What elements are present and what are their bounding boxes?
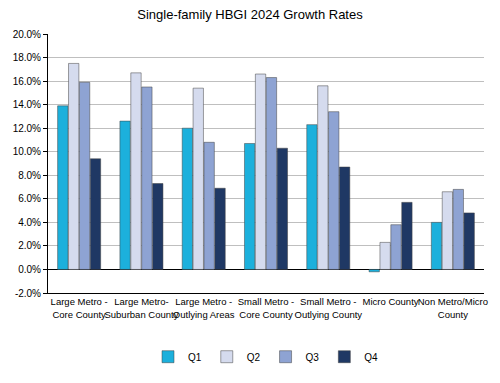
svg-text:Q1: Q1 (188, 352, 202, 363)
svg-text:10.0%: 10.0% (13, 146, 41, 157)
svg-text:Single-family HBGI 2024 Growth: Single-family HBGI 2024 Growth Rates (137, 7, 363, 22)
svg-text:14.0%: 14.0% (13, 99, 41, 110)
svg-text:6.0%: 6.0% (18, 193, 41, 204)
svg-text:Small Metro -Outlying County: Small Metro -Outlying County (294, 296, 362, 319)
svg-text:8.0%: 8.0% (18, 170, 41, 181)
svg-text:2.0%: 2.0% (18, 240, 41, 251)
svg-text:0.0%: 0.0% (18, 264, 41, 275)
svg-text:Non Metro/MicroCounty: Non Metro/MicroCounty (418, 296, 488, 319)
svg-text:Q3: Q3 (306, 352, 320, 363)
svg-text:Large Metro-Suburban County: Large Metro-Suburban County (104, 296, 178, 319)
svg-text:4.0%: 4.0% (18, 217, 41, 228)
svg-text:Q2: Q2 (247, 352, 261, 363)
svg-text:Micro County: Micro County (363, 296, 419, 307)
svg-text:Small Metro -Core County: Small Metro -Core County (238, 296, 294, 319)
svg-text:16.0%: 16.0% (13, 76, 41, 87)
svg-text:Large Metro -Core County: Large Metro -Core County (51, 296, 108, 319)
svg-text:18.0%: 18.0% (13, 52, 41, 63)
svg-text:12.0%: 12.0% (13, 123, 41, 134)
svg-text:Q4: Q4 (364, 352, 378, 363)
svg-text:Large Metro -Outlying Areas: Large Metro -Outlying Areas (173, 296, 235, 319)
svg-text:-2.0%: -2.0% (15, 288, 41, 299)
svg-text:20.0%: 20.0% (13, 29, 41, 40)
